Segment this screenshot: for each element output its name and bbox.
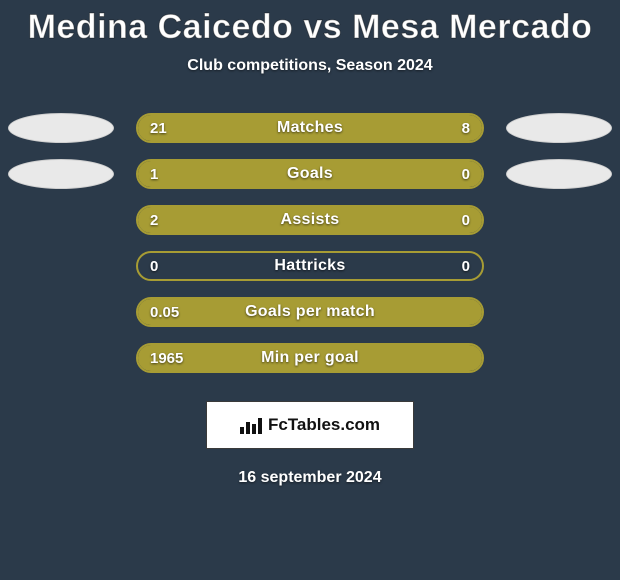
bar-track xyxy=(136,343,484,373)
subtitle: Club competitions, Season 2024 xyxy=(0,57,620,75)
bar-track xyxy=(136,113,484,143)
bar-fill-left xyxy=(138,345,484,371)
comparison-rows: Matches218Goals10Assists20Hattricks00Goa… xyxy=(0,113,620,389)
stat-row: Goals per match0.05 xyxy=(0,297,620,343)
bar-fill-left xyxy=(138,299,484,325)
team-badge-right xyxy=(506,159,612,189)
bar-fill-right xyxy=(402,207,482,233)
date-text: 16 september 2024 xyxy=(0,469,620,487)
bar-track xyxy=(136,205,484,235)
bar-fill-left xyxy=(138,115,378,141)
stat-row: Min per goal1965 xyxy=(0,343,620,389)
page-title: Medina Caicedo vs Mesa Mercado xyxy=(0,0,620,47)
stat-row: Goals10 xyxy=(0,159,620,205)
badge-text: FcTables.com xyxy=(268,415,380,435)
stat-row: Assists20 xyxy=(0,205,620,251)
chart-icon xyxy=(240,416,262,434)
team-badge-left xyxy=(8,159,114,189)
stat-row: Hattricks00 xyxy=(0,251,620,297)
bar-fill-right xyxy=(374,115,482,141)
bar-fill-left xyxy=(138,161,406,187)
team-badge-right xyxy=(506,113,612,143)
bar-fill-right xyxy=(402,161,482,187)
team-badge-left xyxy=(8,113,114,143)
bar-track xyxy=(136,251,484,281)
fctables-badge[interactable]: FcTables.com xyxy=(206,401,414,449)
bar-track xyxy=(136,297,484,327)
stat-row: Matches218 xyxy=(0,113,620,159)
bar-track xyxy=(136,159,484,189)
bar-fill-left xyxy=(138,207,406,233)
